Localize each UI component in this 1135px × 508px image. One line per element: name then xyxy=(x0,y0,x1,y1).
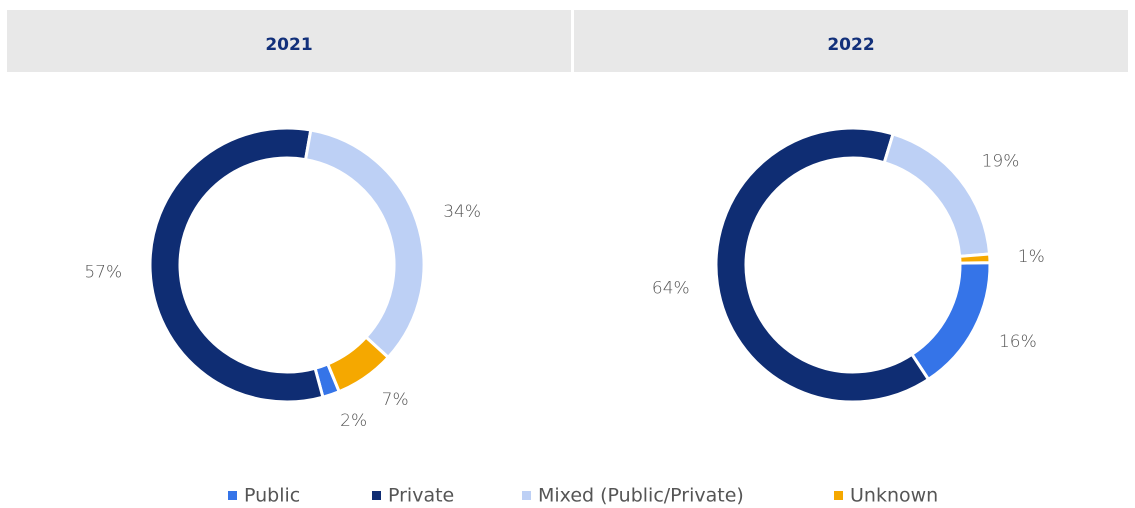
donut-segment xyxy=(909,261,992,382)
data-label: 7% xyxy=(382,390,409,410)
legend-swatch xyxy=(228,491,237,500)
legend-label: Mixed (Public/Private) xyxy=(538,485,744,507)
header-bar xyxy=(7,10,571,72)
donut-segment xyxy=(714,126,931,404)
legend-label: Unknown xyxy=(850,485,938,507)
donut-segment xyxy=(882,132,992,259)
data-label: 64% xyxy=(652,279,690,299)
data-label: 1% xyxy=(1018,247,1045,267)
legend-label: Public xyxy=(244,485,300,507)
legend-swatch xyxy=(522,491,531,500)
data-label: 16% xyxy=(999,332,1037,352)
donut-segment xyxy=(303,128,426,360)
data-label: 34% xyxy=(443,202,481,222)
chart-title: 2021 xyxy=(265,35,312,55)
chart-title: 2022 xyxy=(827,35,874,55)
header-bar xyxy=(574,10,1128,72)
donut-segment xyxy=(325,335,391,394)
data-label: 2% xyxy=(340,411,367,431)
data-label: 57% xyxy=(84,262,122,282)
donut-segment xyxy=(958,252,992,265)
donut-segment xyxy=(148,126,325,404)
legend-label: Private xyxy=(388,485,454,507)
legend-swatch xyxy=(834,491,843,500)
legend-swatch xyxy=(372,491,381,500)
data-label: 19% xyxy=(982,152,1020,172)
